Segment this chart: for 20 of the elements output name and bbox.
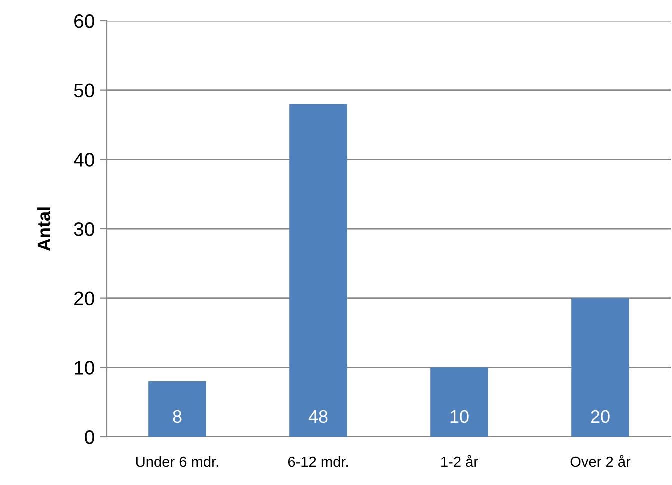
y-tick-label: 20	[74, 292, 94, 306]
data-label: 20	[591, 410, 610, 424]
bar	[430, 368, 488, 437]
bar	[290, 104, 348, 437]
y-tick-label: 30	[74, 222, 94, 236]
bar	[572, 298, 630, 437]
x-tick-label: 6-12 mdr.	[288, 456, 348, 468]
x-tick-label: 1-2 år	[442, 455, 478, 468]
data-label: 10	[450, 410, 469, 424]
y-tick-label: 60	[74, 14, 94, 28]
x-tick-label: Under 6 mdr.	[136, 456, 218, 468]
y-tick-label: 0	[85, 430, 94, 444]
bar	[148, 382, 206, 437]
y-tick-label: 50	[74, 84, 94, 98]
y-tick-label: 10	[75, 361, 94, 375]
data-label: 8	[173, 410, 182, 424]
x-tick-label: Over 2 år	[570, 455, 631, 468]
y-axis-title: Antal	[37, 208, 51, 252]
data-label: 48	[308, 410, 328, 424]
y-tick-label: 40	[74, 153, 94, 167]
